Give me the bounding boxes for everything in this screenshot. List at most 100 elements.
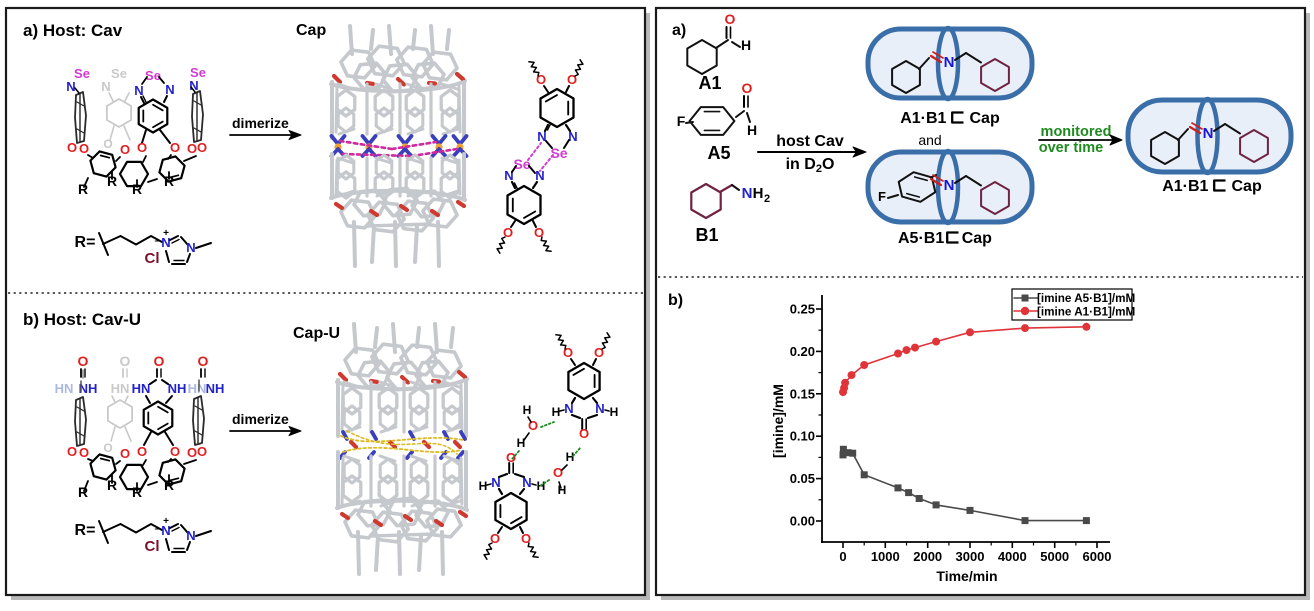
svg-text:N: N [522,475,531,490]
svg-text:H: H [747,122,757,138]
svg-text:O: O [103,441,112,455]
svg-text:O: O [567,72,577,87]
svg-text:O: O [536,72,546,87]
svg-text:HN: HN [55,381,74,396]
svg-text:0.10: 0.10 [790,429,815,444]
svg-text:N: N [134,83,143,98]
svg-text:A5: A5 [707,143,730,163]
svg-text:and: and [918,132,941,148]
svg-text:B1: B1 [695,225,718,245]
svg-text:N: N [944,177,955,194]
svg-text:over time: over time [1039,140,1103,156]
svg-text:O: O [187,445,197,460]
svg-text:O: O [120,446,130,461]
svg-text:A1·B1: A1·B1 [1162,178,1208,195]
svg-text:N: N [944,54,955,71]
svg-text:R=: R= [75,234,96,251]
svg-text:R: R [132,181,142,197]
svg-text:H: H [610,405,619,419]
svg-text:O: O [79,141,89,156]
svg-text:a): a) [672,22,686,39]
svg-text:N: N [165,82,174,97]
svg-text:R=: R= [75,522,96,539]
svg-text:O: O [534,225,544,240]
svg-text:H: H [753,185,764,202]
svg-text:O: O [120,142,130,157]
svg-text:O: O [521,531,531,546]
svg-text:3000: 3000 [956,549,985,564]
svg-text:N: N [1203,125,1214,142]
svg-text:6000: 6000 [1083,549,1112,564]
svg-text:A1: A1 [698,73,721,93]
svg-text:O: O [154,353,165,369]
svg-text:N: N [161,235,170,250]
svg-text:dimerize: dimerize [232,115,289,131]
svg-text:−: − [154,524,159,534]
svg-text:O: O [742,80,753,96]
svg-text:HN: HN [111,381,130,396]
svg-text:monitored: monitored [1041,124,1112,140]
svg-text:O: O [103,137,112,151]
svg-text:Se: Se [74,66,90,81]
svg-text:N: N [742,185,753,202]
svg-text:Cap-U: Cap-U [293,325,340,342]
svg-text:O: O [197,444,207,459]
svg-text:O: O [198,353,209,369]
svg-text:O: O [563,345,573,360]
svg-text:b) Host: Cav-U: b) Host: Cav-U [23,310,141,329]
svg-text:HN: HN [188,381,207,396]
svg-text:Cap: Cap [296,22,326,39]
svg-text:Cap: Cap [1232,178,1262,195]
svg-text:Se: Se [111,66,127,81]
svg-text:N: N [535,168,544,183]
svg-text:NH: NH [168,381,187,396]
svg-text:O: O [490,531,500,546]
svg-text:+: + [163,228,169,239]
svg-text:0.00: 0.00 [790,514,815,529]
svg-text:O: O [579,426,589,441]
svg-text:O: O [137,140,147,155]
svg-text:Se: Se [550,145,567,161]
svg-text:b): b) [668,292,683,309]
svg-text:Cap: Cap [962,230,992,247]
svg-text:R: R [164,477,174,493]
svg-text:O: O [528,418,538,433]
svg-text:N: N [186,528,195,543]
svg-text:O: O [120,353,131,369]
svg-text:dimerize: dimerize [232,411,289,427]
svg-text:Cl: Cl [145,250,160,267]
svg-text:F: F [677,113,686,129]
svg-text:0.20: 0.20 [790,344,815,359]
svg-text:0.25: 0.25 [790,302,815,317]
svg-text:H: H [517,436,526,450]
svg-text:Se: Se [145,68,161,83]
svg-text:N: N [189,78,198,93]
svg-text:O: O [67,140,77,155]
svg-text:N: N [537,129,546,144]
svg-text:N: N [504,168,513,183]
svg-text:−: − [154,236,159,246]
svg-text:5000: 5000 [1040,549,1069,564]
svg-text:O: O [79,445,89,460]
svg-text:H: H [741,37,751,53]
svg-text:H: H [558,483,567,497]
svg-text:N: N [595,401,604,416]
svg-text:[imine A5·B1]/mM: [imine A5·B1]/mM [1037,292,1135,305]
svg-text:R: R [78,181,88,197]
svg-text:R: R [164,173,174,189]
svg-text:O: O [170,444,180,459]
svg-text:H: H [523,403,532,417]
svg-text:R: R [107,173,117,189]
svg-text:N: N [186,240,195,255]
svg-text:1000: 1000 [871,549,900,564]
svg-text:NH: NH [79,381,98,396]
svg-text:[imine A1·B1]/mM: [imine A1·B1]/mM [1037,306,1135,319]
svg-text:4000: 4000 [998,549,1027,564]
svg-text:0.15: 0.15 [790,386,815,401]
svg-text:N: N [491,475,500,490]
svg-text:R: R [107,477,117,493]
svg-text:Cap: Cap [970,110,1000,127]
svg-text:O: O [594,345,604,360]
svg-text:in D2O: in D2O [786,156,835,175]
svg-text:H: H [552,405,561,419]
